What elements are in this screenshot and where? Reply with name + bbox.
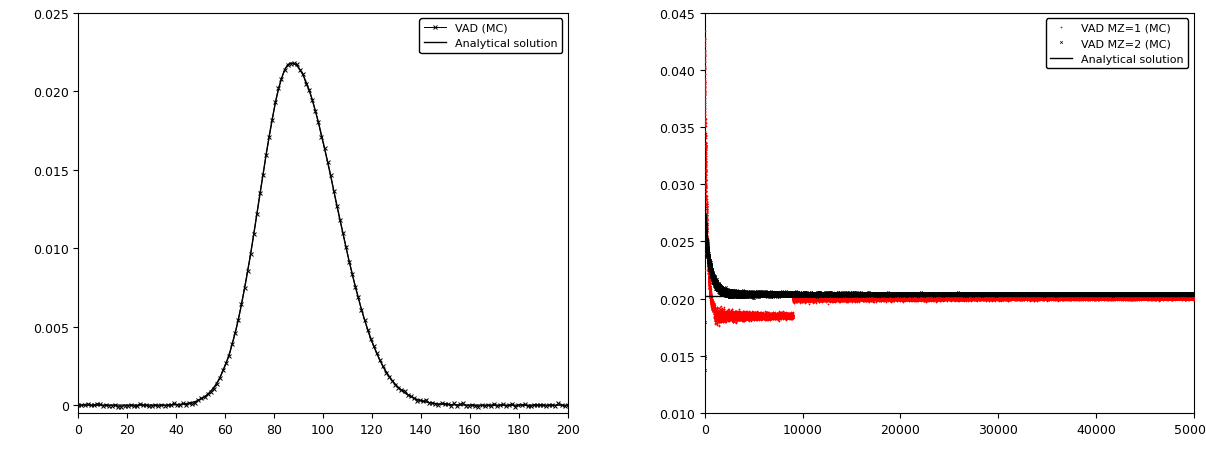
Analytical solution (697, 294, 712, 299)
Analytical solution (259, 153, 274, 159)
VAD MZ=2 (MC) (1060, 291, 1075, 297)
VAD MZ=1 (MC) (962, 295, 977, 300)
VAD (MC) (212, 375, 227, 381)
VAD (MC) (349, 284, 363, 290)
Analytical solution (285, 61, 299, 67)
VAD (MC) (71, 402, 86, 408)
VAD MZ=1 (MC) (815, 297, 830, 302)
Analytical solution (156, 403, 170, 408)
VAD MZ=1 (MC) (697, 36, 712, 42)
Line: Analytical solution: Analytical solution (78, 64, 568, 405)
Analytical solution (697, 294, 712, 299)
VAD MZ=1 (MC) (1060, 295, 1075, 301)
Analytical solution (561, 403, 575, 408)
VAD MZ=2 (MC) (697, 206, 712, 211)
VAD MZ=2 (MC) (962, 291, 977, 297)
Analytical solution (127, 403, 141, 408)
VAD (MC) (287, 62, 302, 67)
VAD MZ=2 (MC) (993, 292, 1007, 298)
Analytical solution (71, 403, 86, 408)
VAD MZ=1 (MC) (1187, 296, 1201, 302)
Analytical solution (551, 403, 566, 408)
VAD MZ=2 (MC) (697, 367, 712, 373)
VAD MZ=2 (MC) (885, 292, 900, 297)
Line: VAD MZ=1 (MC): VAD MZ=1 (MC) (703, 30, 1195, 327)
Legend: VAD (MC), Analytical solution: VAD (MC), Analytical solution (420, 19, 562, 54)
VAD MZ=1 (MC) (731, 313, 745, 318)
Legend: VAD MZ=1 (MC), VAD MZ=2 (MC), Analytical solution: VAD MZ=1 (MC), VAD MZ=2 (MC), Analytical… (1046, 19, 1188, 69)
Line: VAD MZ=2 (MC): VAD MZ=2 (MC) (703, 207, 1195, 371)
VAD MZ=2 (MC) (1187, 292, 1201, 297)
VAD (MC) (478, 403, 492, 409)
VAD (MC) (561, 402, 575, 408)
VAD MZ=2 (MC) (697, 356, 712, 361)
VAD MZ=1 (MC) (712, 323, 726, 329)
VAD MZ=1 (MC) (697, 29, 712, 34)
VAD (MC) (172, 403, 187, 408)
Analytical solution (280, 64, 294, 69)
VAD MZ=1 (MC) (885, 294, 900, 299)
Analytical solution (498, 403, 513, 408)
Line: VAD (MC): VAD (MC) (76, 62, 570, 409)
VAD MZ=2 (MC) (815, 291, 830, 297)
VAD MZ=1 (MC) (993, 297, 1007, 303)
VAD (MC) (394, 387, 409, 393)
VAD MZ=2 (MC) (731, 291, 745, 296)
VAD (MC) (111, 404, 125, 410)
VAD (MC) (541, 402, 556, 408)
